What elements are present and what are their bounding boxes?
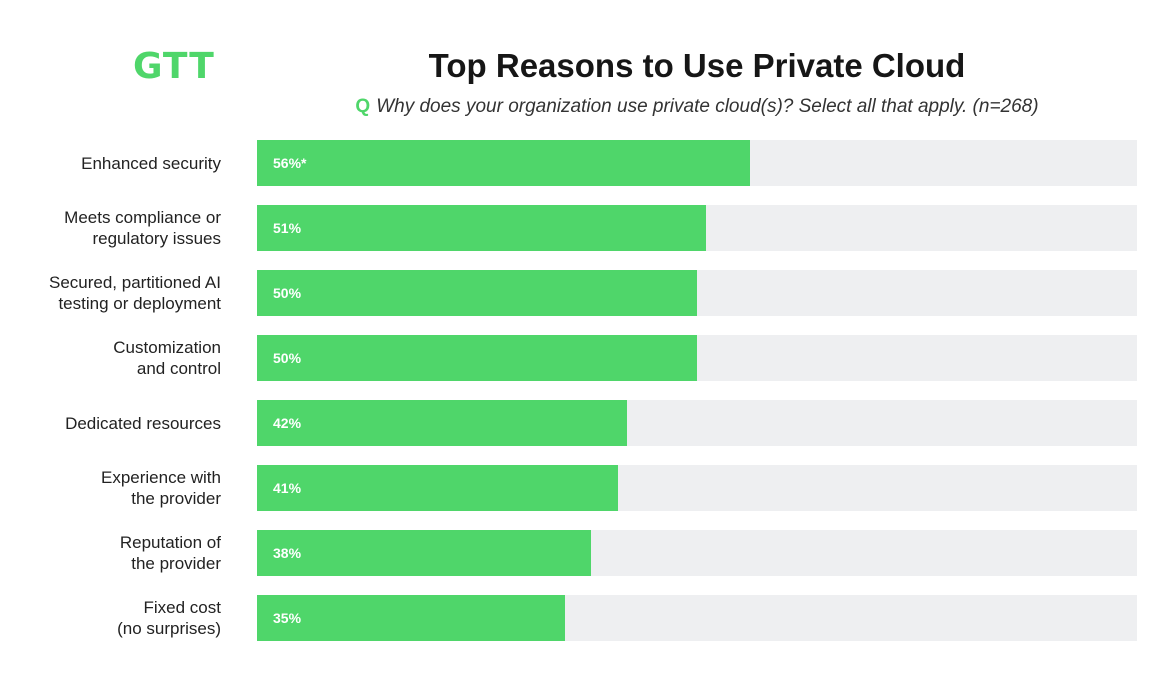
bar-chart: Enhanced security 56%* Meets compliance or… [0, 140, 1170, 660]
value-label: 50% [273, 285, 302, 301]
bar-track: 42% [257, 400, 1137, 446]
category-label: Meets compliance or regulatory issues [64, 208, 221, 248]
category-label: Dedicated resources [65, 413, 221, 433]
value-label: 51% [273, 220, 302, 236]
question-marker: Q [355, 96, 371, 117]
value-label: 50% [273, 350, 302, 366]
bar-row: Secured, partitioned AI testing or deplo… [0, 270, 1170, 316]
value-label: 42% [273, 415, 302, 431]
bar-row: Experience with the provider 41% [0, 465, 1170, 511]
value-label: 35% [273, 610, 302, 626]
category-label: Customization and control [113, 338, 221, 378]
bar: 50% [257, 335, 697, 381]
bar-row: Fixed cost (no surprises) 35% [0, 595, 1170, 641]
bar: 50% [257, 270, 697, 316]
category-label: Fixed cost (no surprises) [117, 598, 221, 638]
survey-question: Why does your organization use private c… [376, 96, 1039, 117]
bar-row: Reputation of the provider 38% [0, 530, 1170, 576]
category-label: Enhanced security [81, 153, 221, 173]
category-label: Reputation of the provider [119, 533, 221, 573]
bar-track: 41% [257, 465, 1137, 511]
category-label: Secured, partitioned AI testing or deplo… [48, 273, 221, 313]
bar-row: Dedicated resources 42% [0, 400, 1170, 446]
bar: 51% [257, 205, 706, 251]
gtt-logo: GTT [133, 46, 215, 87]
bar-track: 51% [257, 205, 1137, 251]
bar-track: 38% [257, 530, 1137, 576]
value-label: 56%* [273, 155, 307, 171]
bar-track: 56%* [257, 140, 1137, 186]
category-label: Experience with the provider [100, 468, 221, 508]
bar: 38% [257, 530, 591, 576]
bar-row: Meets compliance or regulatory issues 51% [0, 205, 1170, 251]
chart-title: Top Reasons to Use Private Cloud [428, 47, 966, 84]
bar-row: Customization and control 50% [0, 335, 1170, 381]
bar: 35% [257, 595, 565, 641]
value-label: 38% [273, 545, 302, 561]
value-label: 41% [273, 480, 302, 496]
bar-track: 50% [257, 270, 1137, 316]
bar-track: 35% [257, 595, 1137, 641]
bar: 56%* [257, 140, 750, 186]
bar-track: 50% [257, 335, 1137, 381]
bar: 42% [257, 400, 627, 446]
bar: 41% [257, 465, 618, 511]
chart-subtitle: Q Why does your organization use private … [257, 94, 1137, 120]
bar-row: Enhanced security 56%* [0, 140, 1170, 186]
